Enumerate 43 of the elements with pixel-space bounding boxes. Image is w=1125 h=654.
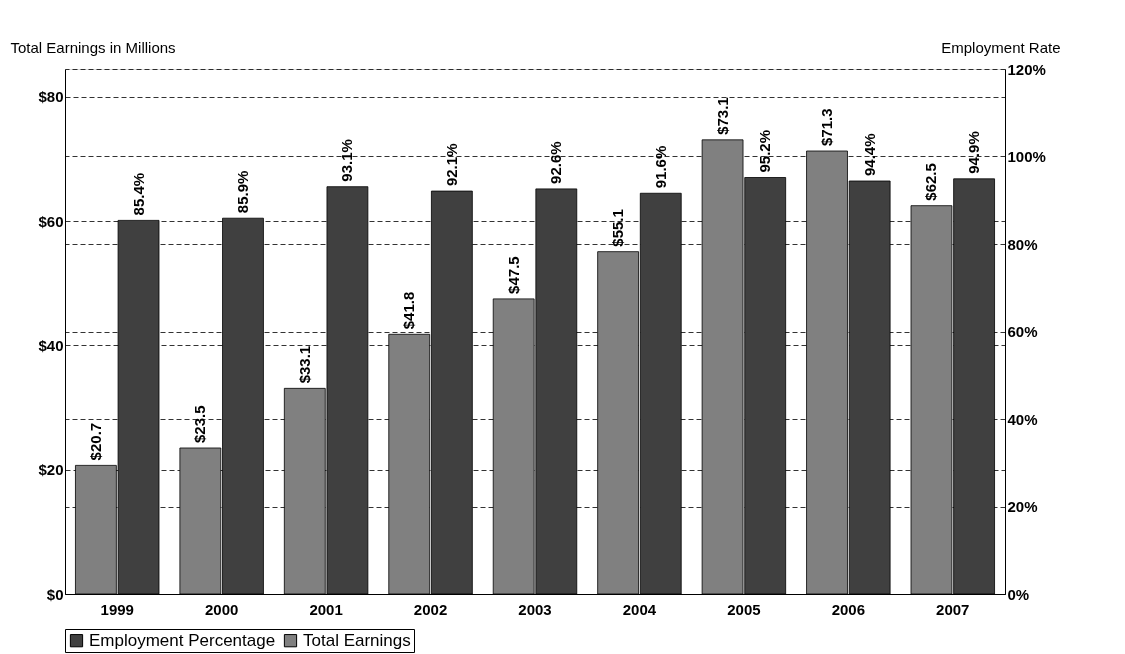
data-label: $71.3 — [818, 108, 836, 147]
data-label: 91.6% — [651, 145, 669, 189]
x-tick-label: 2007 — [936, 600, 970, 618]
data-label: 92.6% — [547, 141, 565, 184]
data-label: 93.1% — [338, 139, 356, 182]
x-tick-label: 2000 — [204, 600, 239, 618]
data-label: 94.9% — [965, 131, 983, 174]
y-tick-label: $20 — [38, 461, 64, 479]
x-tick-label: 2004 — [622, 600, 657, 618]
data-label: 94.4% — [860, 133, 878, 176]
data-label: $20.7 — [86, 422, 104, 461]
y2-tick-label: 20% — [1007, 498, 1038, 515]
y-tick-label: $0 — [46, 585, 64, 603]
data-label: 92.1% — [442, 143, 460, 187]
y-axis-title: Total Earnings in Millions — [10, 38, 176, 56]
data-label: $55.1 — [609, 209, 627, 247]
y2-axis-title: Employment Rate — [941, 38, 1061, 56]
x-tick-label: 1999 — [100, 600, 134, 618]
legend-label: Total Earnings — [303, 630, 411, 650]
y2-tick-label: 0% — [1007, 585, 1030, 603]
y-tick-label: $60 — [38, 212, 64, 230]
data-label: $23.5 — [191, 405, 209, 443]
y-tick-label: $40 — [38, 336, 64, 354]
data-label: 85.4% — [129, 172, 147, 216]
y2-tick-label: 100% — [1007, 148, 1046, 165]
x-tick-label: 2006 — [831, 600, 866, 618]
x-tick-label: 2003 — [518, 600, 552, 618]
data-label: 85.9% — [233, 170, 251, 214]
legend-label: Employment Percentage — [89, 630, 276, 650]
data-label: $47.5 — [504, 256, 522, 294]
y2-tick-label: 40% — [1007, 410, 1038, 428]
x-tick-label: 2002 — [413, 600, 448, 618]
data-label: 95.2% — [756, 129, 774, 173]
x-tick-label: 2005 — [727, 600, 761, 618]
data-label: $62.5 — [922, 163, 940, 201]
data-label: $41.8 — [400, 291, 418, 330]
y2-tick-label: 80% — [1007, 235, 1038, 253]
x-tick-label: 2001 — [309, 600, 343, 618]
data-label: $33.1 — [295, 345, 313, 384]
data-label: $73.1 — [713, 97, 731, 135]
y2-tick-label: 120% — [1007, 60, 1046, 78]
y-tick-label: $80 — [38, 88, 64, 106]
y2-tick-label: 60% — [1007, 323, 1038, 340]
